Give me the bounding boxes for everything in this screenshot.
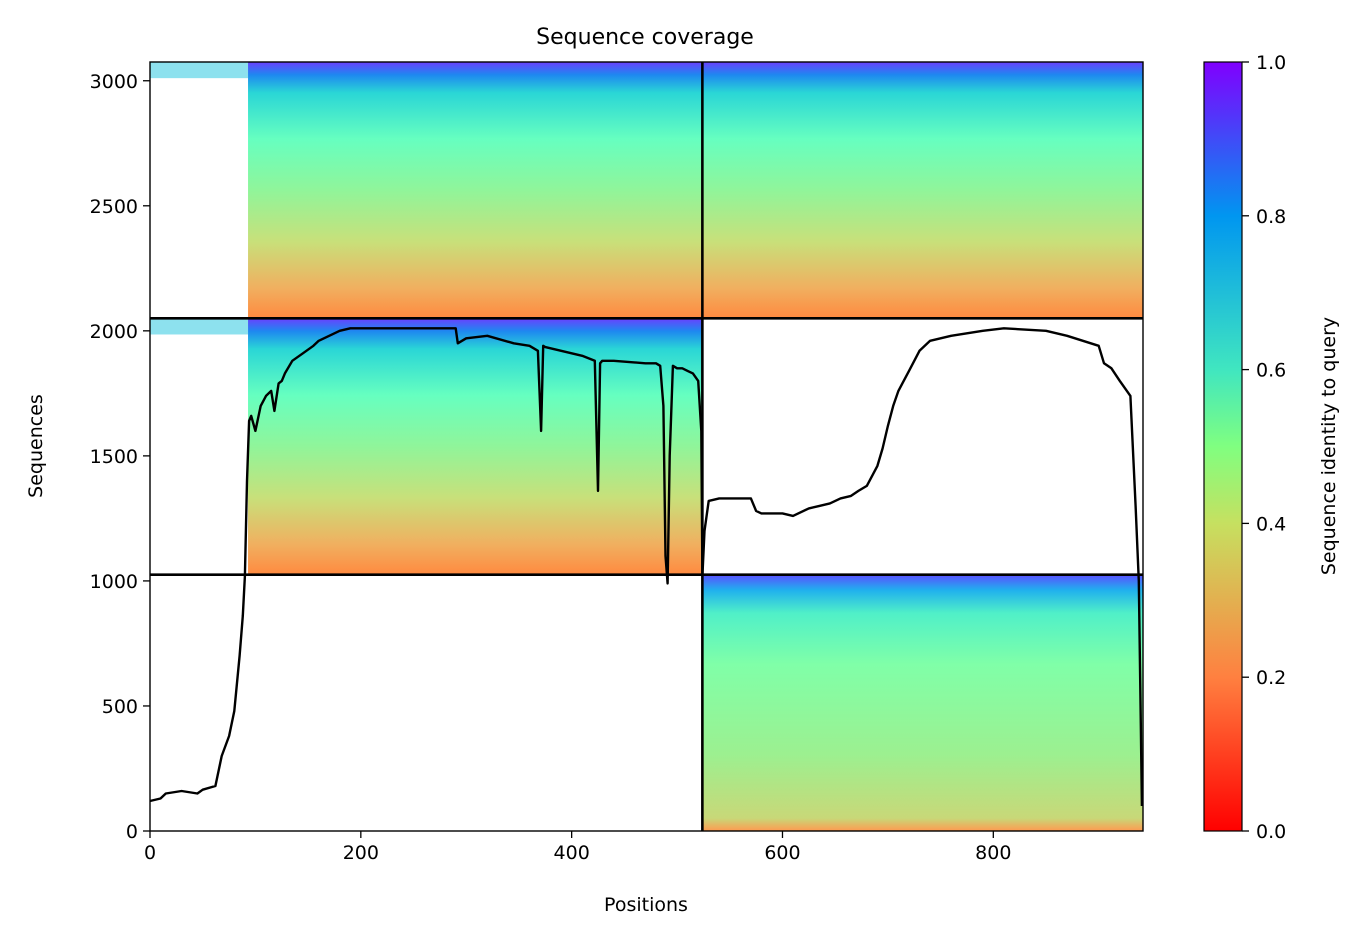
- chart-title: Sequence coverage: [536, 25, 754, 50]
- colorbar: [1203, 61, 1243, 832]
- y-tick-label: 1000: [90, 571, 138, 593]
- msa-block-2: [702, 574, 1143, 831]
- x-tick-label: 800: [975, 842, 1011, 864]
- y-axis-ticks: 0 500 1000 1500 2000 2500 3000: [90, 71, 150, 843]
- colorbar-tick-label: 0.8: [1256, 206, 1286, 228]
- colorbar-ticks: 0.0 0.2 0.4 0.6 0.8 1.0: [1242, 52, 1286, 843]
- msa-block-1: [248, 318, 703, 575]
- x-tick-label: 400: [554, 842, 590, 864]
- x-axis-ticks: 0 200 400 600 800: [144, 831, 1011, 864]
- y-tick-label: 1500: [90, 446, 138, 468]
- y-tick-label: 2000: [90, 321, 138, 343]
- y-tick-label: 3000: [90, 71, 138, 93]
- msa-block-fragment: [150, 318, 249, 335]
- heatmap-blocks: [150, 62, 1143, 831]
- y-tick-label: 2500: [90, 196, 138, 218]
- x-axis-label: Positions: [604, 894, 688, 916]
- colorbar-tick-label: 1.0: [1256, 52, 1286, 74]
- x-tick-label: 600: [764, 842, 800, 864]
- msa-block-fragment: [150, 62, 249, 79]
- colorbar-label: Sequence identity to query: [1318, 317, 1340, 575]
- y-axis-label: Sequences: [25, 394, 47, 498]
- coverage-line: [149, 327, 1144, 807]
- colorbar-tick-label: 0.6: [1256, 360, 1286, 382]
- x-tick-label: 0: [144, 842, 156, 864]
- colorbar-tick-label: 0.0: [1256, 821, 1286, 843]
- x-tick-label: 200: [343, 842, 379, 864]
- y-tick-label: 0: [126, 821, 138, 843]
- colorbar-tick-label: 0.4: [1256, 513, 1286, 535]
- y-tick-label: 500: [102, 696, 138, 718]
- msa-block-3: [248, 62, 1143, 319]
- colorbar-tick-label: 0.2: [1256, 667, 1286, 689]
- plot-frame: [149, 61, 1144, 832]
